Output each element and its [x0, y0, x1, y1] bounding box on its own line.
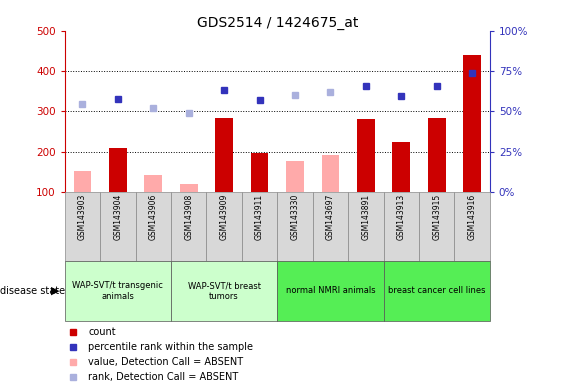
Bar	[251, 153, 269, 192]
Bar	[100, 192, 136, 261]
Bar	[419, 192, 454, 261]
Text: rank, Detection Call = ABSENT: rank, Detection Call = ABSENT	[88, 372, 238, 382]
Bar	[383, 192, 419, 261]
Bar	[286, 161, 304, 192]
Text: GSM143908: GSM143908	[184, 194, 193, 240]
Text: WAP-SVT/t transgenic
animals: WAP-SVT/t transgenic animals	[73, 281, 163, 301]
Bar	[428, 118, 445, 192]
Bar	[65, 192, 100, 261]
Bar	[392, 142, 410, 192]
Text: GSM143911: GSM143911	[255, 194, 264, 240]
Text: GSM143903: GSM143903	[78, 194, 87, 240]
Bar	[74, 170, 91, 192]
Bar	[312, 192, 348, 261]
Title: GDS2514 / 1424675_at: GDS2514 / 1424675_at	[196, 16, 358, 30]
Text: percentile rank within the sample: percentile rank within the sample	[88, 342, 253, 352]
Text: value, Detection Call = ABSENT: value, Detection Call = ABSENT	[88, 357, 243, 367]
Bar	[348, 192, 383, 261]
Bar	[65, 261, 171, 321]
Text: GSM143906: GSM143906	[149, 194, 158, 240]
Text: ▶: ▶	[51, 286, 59, 296]
Text: GSM143904: GSM143904	[113, 194, 122, 240]
Text: GSM143909: GSM143909	[220, 194, 229, 240]
Bar	[171, 192, 207, 261]
Text: normal NMRI animals: normal NMRI animals	[285, 286, 375, 295]
Text: GSM143330: GSM143330	[291, 194, 300, 240]
Bar	[215, 118, 233, 192]
Bar	[278, 261, 383, 321]
Text: GSM143915: GSM143915	[432, 194, 441, 240]
Bar	[207, 192, 242, 261]
Bar	[321, 154, 339, 192]
Text: GSM143913: GSM143913	[397, 194, 406, 240]
Bar	[136, 192, 171, 261]
Text: count: count	[88, 327, 116, 337]
Bar	[109, 148, 127, 192]
Bar	[454, 192, 490, 261]
Bar	[180, 184, 198, 192]
Text: WAP-SVT/t breast
tumors: WAP-SVT/t breast tumors	[187, 281, 261, 301]
Bar	[383, 261, 490, 321]
Text: GSM143916: GSM143916	[468, 194, 477, 240]
Text: disease state: disease state	[0, 286, 65, 296]
Bar	[463, 55, 481, 192]
Bar	[357, 119, 375, 192]
Bar	[278, 192, 312, 261]
Text: breast cancer cell lines: breast cancer cell lines	[388, 286, 485, 295]
Text: GSM143697: GSM143697	[326, 194, 335, 240]
Text: GSM143891: GSM143891	[361, 194, 370, 240]
Bar	[145, 175, 162, 192]
Bar	[242, 192, 277, 261]
Bar	[171, 261, 277, 321]
